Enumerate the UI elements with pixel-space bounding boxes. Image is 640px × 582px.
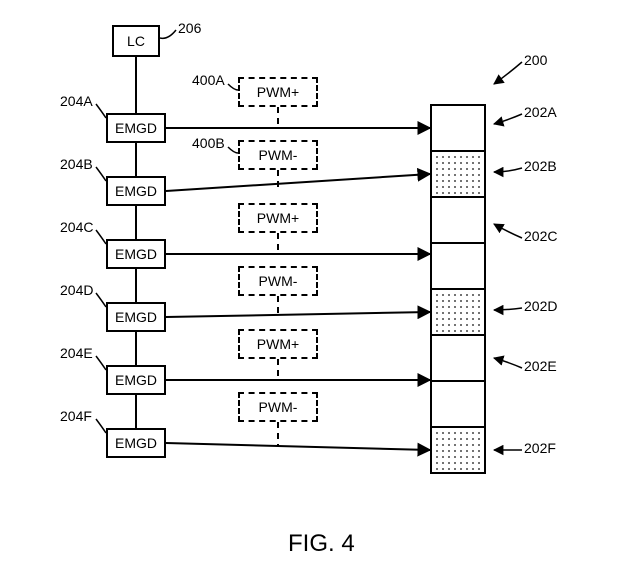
emgd-text-d: EMGD: [115, 309, 157, 325]
emgd-box-f: EMGD: [106, 428, 166, 458]
emgd-ref-c: 204C: [60, 219, 93, 235]
cell-f: [430, 426, 486, 474]
cell-ref-e: 202E: [524, 358, 557, 374]
pwm-text-e: PWM+: [257, 336, 299, 352]
pwm-text-b: PWM-: [259, 147, 298, 163]
emgd-text-b: EMGD: [115, 183, 157, 199]
cell-ref-a: 202A: [524, 104, 557, 120]
pwm-box-a: PWM+: [238, 77, 318, 107]
lc-ref: 206: [178, 20, 201, 36]
emgd-ref-b: 204B: [60, 156, 93, 172]
cell-c: [430, 196, 486, 244]
diagram-stage: LC 206 EMGD EMGD EMGD EMGD EMGD EMGD 204…: [0, 0, 640, 582]
figure-caption: FIG. 4: [288, 530, 355, 558]
cell-ref-c: 202C: [524, 228, 557, 244]
emgd-ref-a: 204A: [60, 93, 93, 109]
cell-ref-b: 202B: [524, 158, 557, 174]
system-ref: 200: [524, 52, 547, 68]
emgd-ref-f: 204F: [60, 408, 92, 424]
lc-box: LC: [112, 25, 160, 57]
connectors: [0, 0, 640, 582]
cell-gap-2: [430, 380, 486, 428]
pwm-box-e: PWM+: [238, 329, 318, 359]
emgd-text-a: EMGD: [115, 120, 157, 136]
emgd-box-b: EMGD: [106, 176, 166, 206]
emgd-text-c: EMGD: [115, 246, 157, 262]
emgd-box-e: EMGD: [106, 365, 166, 395]
pwm-ref-a: 400A: [192, 72, 225, 88]
pwm-text-c: PWM+: [257, 210, 299, 226]
emgd-box-d: EMGD: [106, 302, 166, 332]
emgd-text-e: EMGD: [115, 372, 157, 388]
cell-ref-d: 202D: [524, 298, 557, 314]
cell-gap-1: [430, 242, 486, 290]
pwm-box-b: PWM-: [238, 140, 318, 170]
emgd-text-f: EMGD: [115, 435, 157, 451]
pwm-text-a: PWM+: [257, 84, 299, 100]
cell-d: [430, 288, 486, 336]
emgd-ref-d: 204D: [60, 282, 93, 298]
cell-ref-f: 202F: [524, 440, 556, 456]
pwm-box-d: PWM-: [238, 266, 318, 296]
pwm-box-f: PWM-: [238, 392, 318, 422]
emgd-ref-e: 204E: [60, 345, 93, 361]
cell-b: [430, 150, 486, 198]
emgd-box-c: EMGD: [106, 239, 166, 269]
cell-e: [430, 334, 486, 382]
pwm-text-f: PWM-: [259, 399, 298, 415]
lc-text: LC: [127, 33, 145, 49]
cell-a: [430, 104, 486, 152]
pwm-box-c: PWM+: [238, 203, 318, 233]
pwm-ref-b: 400B: [192, 135, 225, 151]
pwm-text-d: PWM-: [259, 273, 298, 289]
emgd-box-a: EMGD: [106, 113, 166, 143]
